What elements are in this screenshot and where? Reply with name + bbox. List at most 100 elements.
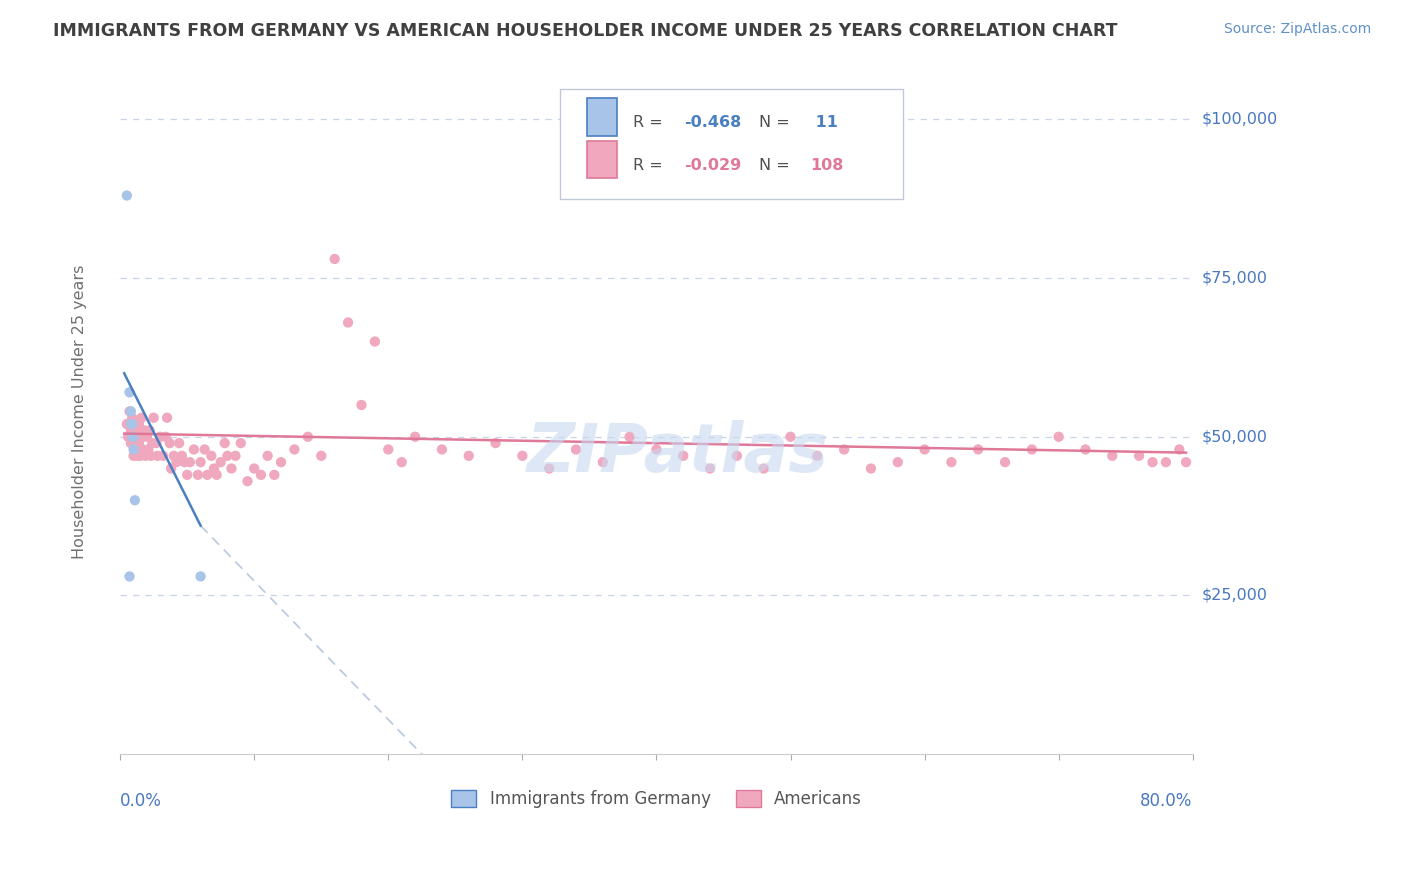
Point <box>163 449 186 463</box>
Text: $25,000: $25,000 <box>1202 588 1268 603</box>
Point <box>145 436 167 450</box>
Point <box>194 442 217 457</box>
Point <box>122 449 145 463</box>
Point <box>1021 442 1043 457</box>
Point <box>120 424 142 438</box>
Point <box>118 404 141 418</box>
Point <box>1047 430 1070 444</box>
Point <box>127 430 149 444</box>
Text: N =: N = <box>759 115 796 130</box>
Text: $75,000: $75,000 <box>1202 270 1268 285</box>
Point <box>122 436 145 450</box>
Point <box>297 430 319 444</box>
Text: $100,000: $100,000 <box>1202 112 1278 127</box>
Bar <box>586 141 617 178</box>
Point <box>122 417 145 431</box>
Point <box>457 449 479 463</box>
Point <box>1154 455 1177 469</box>
Text: IMMIGRANTS FROM GERMANY VS AMERICAN HOUSEHOLDER INCOME UNDER 25 YEARS CORRELATIO: IMMIGRANTS FROM GERMANY VS AMERICAN HOUS… <box>53 22 1118 40</box>
Point <box>122 430 145 444</box>
Point <box>484 436 506 450</box>
Point <box>118 385 141 400</box>
Point <box>139 449 162 463</box>
Point <box>209 455 232 469</box>
Point <box>121 417 143 431</box>
Point <box>187 467 209 482</box>
Point <box>859 461 882 475</box>
Point <box>202 461 225 475</box>
Point <box>592 455 614 469</box>
Point <box>136 430 159 444</box>
Point <box>124 493 146 508</box>
Point <box>160 461 183 475</box>
Point <box>155 430 177 444</box>
Point <box>994 455 1017 469</box>
Point <box>128 417 150 431</box>
Point <box>752 461 775 475</box>
Text: 108: 108 <box>810 158 844 172</box>
Point <box>309 449 332 463</box>
Point <box>263 467 285 482</box>
Point <box>131 442 153 457</box>
Point <box>141 436 163 450</box>
Point <box>167 436 190 450</box>
Point <box>152 449 174 463</box>
Text: R =: R = <box>633 158 668 172</box>
Point <box>512 449 534 463</box>
Point <box>115 188 138 202</box>
Point <box>221 461 243 475</box>
Point <box>404 430 426 444</box>
Point <box>120 404 142 418</box>
Bar <box>586 98 617 136</box>
Point <box>121 430 143 444</box>
Point <box>699 461 721 475</box>
Point <box>117 430 139 444</box>
Point <box>1168 442 1191 457</box>
Point <box>806 449 828 463</box>
Point <box>176 467 198 482</box>
Text: $50,000: $50,000 <box>1202 429 1268 444</box>
Point <box>619 430 641 444</box>
Point <box>135 449 157 463</box>
Point <box>214 436 236 450</box>
Point <box>125 436 148 450</box>
Point <box>173 455 195 469</box>
Point <box>124 442 146 457</box>
Point <box>1101 449 1123 463</box>
Point <box>142 410 165 425</box>
Point <box>323 252 346 266</box>
Text: Householder Income Under 25 years: Householder Income Under 25 years <box>72 264 87 558</box>
Point <box>914 442 936 457</box>
Point <box>337 316 360 330</box>
Point <box>283 442 305 457</box>
Point <box>118 569 141 583</box>
Point <box>1128 449 1150 463</box>
Point <box>256 449 278 463</box>
Point <box>967 442 990 457</box>
Point <box>115 417 138 431</box>
Point <box>270 455 292 469</box>
Point <box>672 449 695 463</box>
Point <box>391 455 413 469</box>
Text: -0.029: -0.029 <box>685 158 741 172</box>
Point <box>538 461 561 475</box>
Text: Source: ZipAtlas.com: Source: ZipAtlas.com <box>1223 22 1371 37</box>
Point <box>149 430 172 444</box>
Point <box>236 474 259 488</box>
Point <box>1074 442 1097 457</box>
Point <box>121 410 143 425</box>
Point <box>224 449 246 463</box>
Point <box>125 417 148 431</box>
Point <box>179 455 201 469</box>
Text: 0.0%: 0.0% <box>120 791 162 810</box>
Point <box>183 442 205 457</box>
Text: R =: R = <box>633 115 668 130</box>
Legend: Immigrants from Germany, Americans: Immigrants from Germany, Americans <box>444 783 869 814</box>
Point <box>350 398 373 412</box>
Point <box>134 424 156 438</box>
Point <box>120 436 142 450</box>
Point <box>430 442 453 457</box>
Point <box>156 410 179 425</box>
Point <box>146 449 169 463</box>
Point <box>159 436 181 450</box>
